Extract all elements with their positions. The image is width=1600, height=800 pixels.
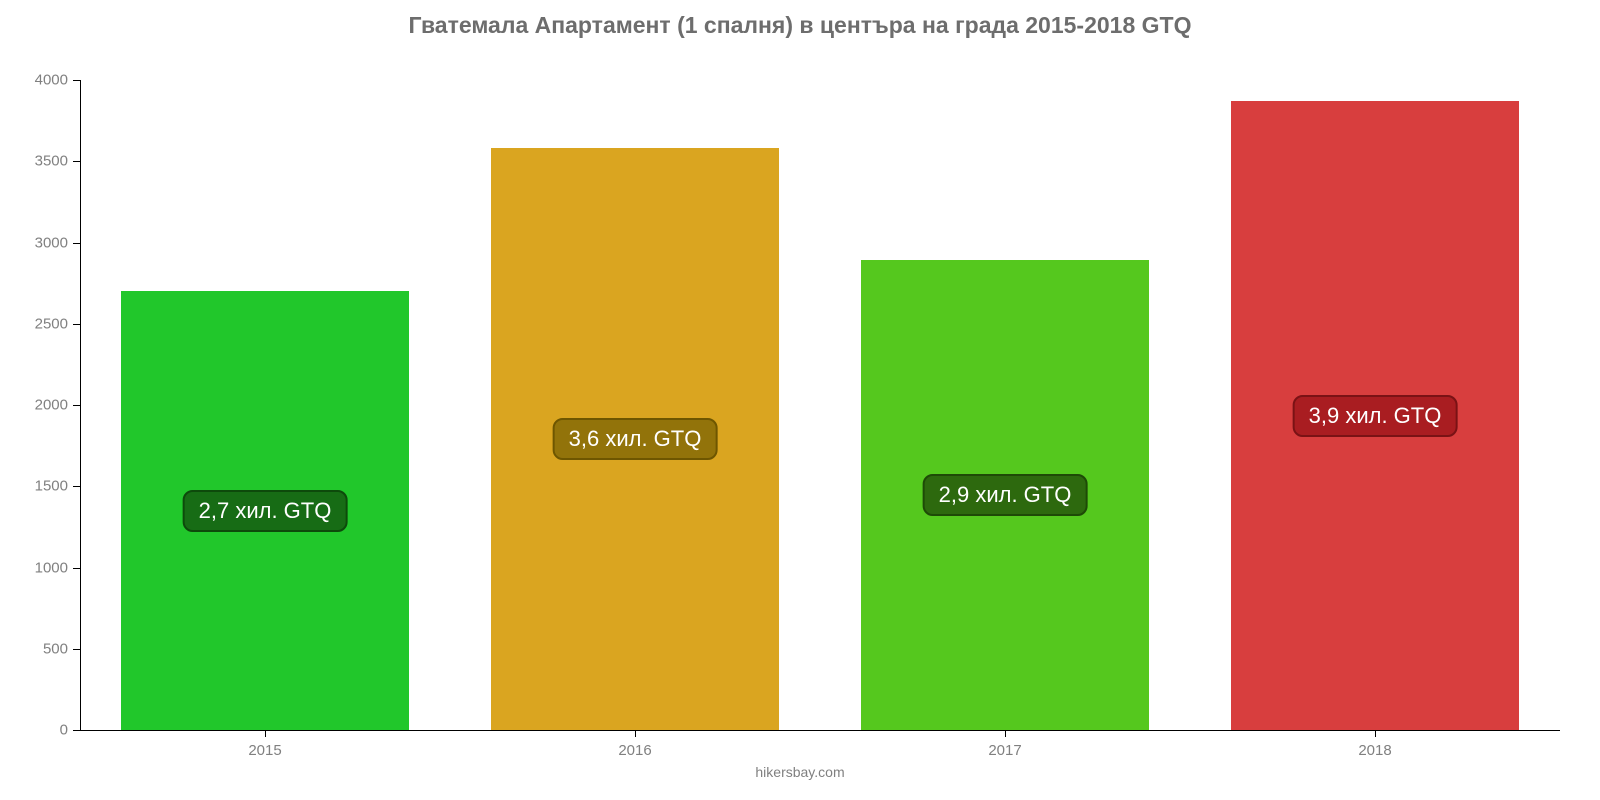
bar-value-label: 3,6 хил. GTQ <box>553 418 718 460</box>
y-tick-mark <box>73 486 80 487</box>
x-tick-mark <box>635 730 636 737</box>
y-tick-label: 1500 <box>8 478 68 495</box>
x-tick-label: 2015 <box>248 742 281 759</box>
y-tick-label: 3000 <box>8 234 68 251</box>
y-tick-mark <box>73 730 80 731</box>
y-tick-label: 2000 <box>8 397 68 414</box>
y-tick-mark <box>73 405 80 406</box>
chart-footer: hikersbay.com <box>0 764 1600 780</box>
y-tick-label: 3500 <box>8 153 68 170</box>
bar-value-label: 3,9 хил. GTQ <box>1293 395 1458 437</box>
y-tick-label: 4000 <box>8 72 68 89</box>
chart-container: Гватемала Апартамент (1 спалня) в център… <box>0 0 1600 800</box>
x-tick-label: 2017 <box>988 742 1021 759</box>
x-tick-mark <box>1005 730 1006 737</box>
bar-value-label: 2,9 хил. GTQ <box>923 474 1088 516</box>
y-axis-line <box>80 80 81 730</box>
y-tick-label: 0 <box>8 722 68 739</box>
y-tick-mark <box>73 324 80 325</box>
x-tick-label: 2018 <box>1358 742 1391 759</box>
y-tick-mark <box>73 568 80 569</box>
plot-area: 0500100015002000250030003500400020152,7 … <box>80 80 1560 730</box>
x-tick-label: 2016 <box>618 742 651 759</box>
x-tick-mark <box>265 730 266 737</box>
x-axis-line <box>80 730 1560 731</box>
y-tick-label: 500 <box>8 640 68 657</box>
y-tick-label: 2500 <box>8 315 68 332</box>
x-tick-mark <box>1375 730 1376 737</box>
chart-title: Гватемала Апартамент (1 спалня) в център… <box>0 12 1600 39</box>
bar-value-label: 2,7 хил. GTQ <box>183 490 348 532</box>
y-tick-mark <box>73 161 80 162</box>
y-tick-mark <box>73 649 80 650</box>
y-tick-mark <box>73 243 80 244</box>
y-tick-mark <box>73 80 80 81</box>
y-tick-label: 1000 <box>8 559 68 576</box>
